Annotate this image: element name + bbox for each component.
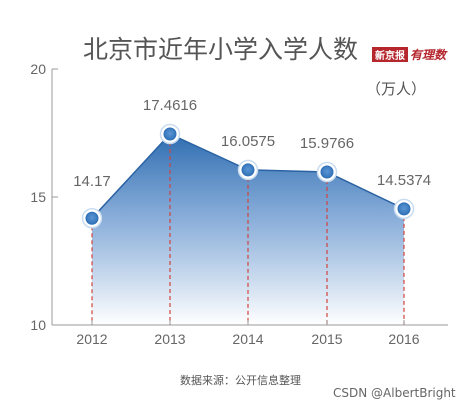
value-label-2013: 17.4616 <box>143 97 197 114</box>
x-tick-label-2012: 2012 <box>76 331 107 347</box>
point-layer <box>81 123 415 229</box>
x-tick-label-2014: 2014 <box>232 331 263 347</box>
brand-logo-box-text: 新京报 <box>375 49 405 62</box>
unit-label: （万人） <box>366 80 426 98</box>
value-label-2015: 15.9766 <box>300 135 354 152</box>
chart-title: 北京市近年小学入学人数 <box>83 35 358 64</box>
x-tick-label-2015: 2015 <box>311 331 342 347</box>
brand-logo: 新京报 有理数 <box>372 47 448 62</box>
data-point-2015 <box>320 165 334 179</box>
brand-logo-script-text: 有理数 <box>410 48 448 62</box>
y-tick-label-20: 20 <box>30 61 46 77</box>
data-point-2013 <box>163 127 177 141</box>
x-tick-label-2013: 2013 <box>154 331 185 347</box>
value-label-2016: 14.5374 <box>377 172 431 189</box>
x-tick-label-2016: 2016 <box>388 331 419 347</box>
value-label-2014: 16.0575 <box>221 133 275 150</box>
brand-logo-box <box>372 47 408 62</box>
y-tick-label-15: 15 <box>30 189 46 205</box>
dash-layer <box>91 141 405 325</box>
data-point-2014 <box>241 163 255 177</box>
y-tick-label-10: 10 <box>30 317 46 333</box>
data-point-2012 <box>85 211 99 225</box>
source-note: 数据来源：公开信息整理 <box>180 373 301 387</box>
value-label-2012: 14.17 <box>73 173 111 190</box>
label-layer: 14.17 17.4616 16.0575 15.9766 14.5374 <box>73 97 431 190</box>
axis-layer: 10 15 20 2012 2013 2014 2015 2016 <box>30 61 448 347</box>
watermark: CSDN @AlbertBright <box>333 386 456 400</box>
data-point-2016 <box>397 202 411 216</box>
